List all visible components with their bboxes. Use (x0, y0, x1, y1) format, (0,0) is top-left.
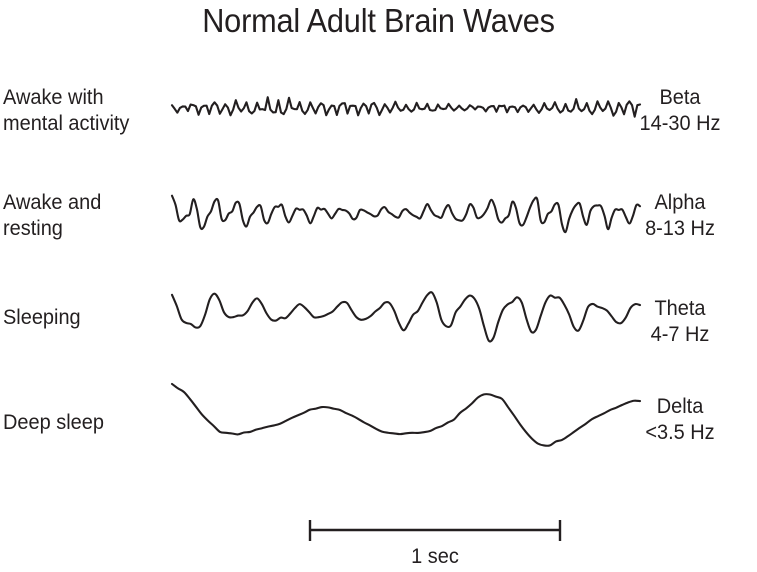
state-label-alpha: Awake and resting (3, 190, 160, 242)
scale-bar (308, 520, 562, 541)
band-name-beta: Beta (659, 86, 701, 109)
state-label-delta: Deep sleep (3, 410, 160, 436)
band-range-beta: 14-30 Hz (639, 112, 721, 135)
eeg-trace-beta (170, 96, 642, 118)
band-label-alpha: Alpha 8-13 Hz (609, 190, 752, 242)
band-range-delta: <3.5 Hz (645, 421, 715, 444)
band-range-alpha: 8-13 Hz (645, 217, 715, 240)
band-name-delta: Delta (656, 395, 704, 418)
band-range-theta: 4-7 Hz (650, 323, 710, 346)
band-label-beta: Beta 14-30 Hz (609, 85, 752, 137)
state-label-delta-line1: Deep sleep (3, 411, 104, 434)
state-label-theta-line1: Sleeping (3, 306, 81, 329)
page-title: Normal Adult Brain Waves (202, 2, 555, 39)
state-label-beta-line1: Awake with (3, 86, 104, 109)
band-label-theta: Theta 4-7 Hz (609, 296, 752, 348)
eeg-trace-theta (170, 291, 642, 343)
state-label-beta-line2: mental activity (3, 112, 130, 135)
scale-bar-label: 1 sec (411, 545, 459, 568)
eeg-trace-alpha (170, 194, 642, 234)
state-label-alpha-line2: resting (3, 217, 63, 240)
band-name-theta: Theta (654, 297, 706, 320)
state-label-theta: Sleeping (3, 305, 160, 331)
band-name-alpha: Alpha (654, 191, 706, 214)
band-label-delta: Delta <3.5 Hz (609, 394, 752, 446)
eeg-trace-delta (170, 382, 642, 447)
state-label-beta: Awake with mental activity (3, 85, 160, 137)
state-label-alpha-line1: Awake and (3, 191, 102, 214)
